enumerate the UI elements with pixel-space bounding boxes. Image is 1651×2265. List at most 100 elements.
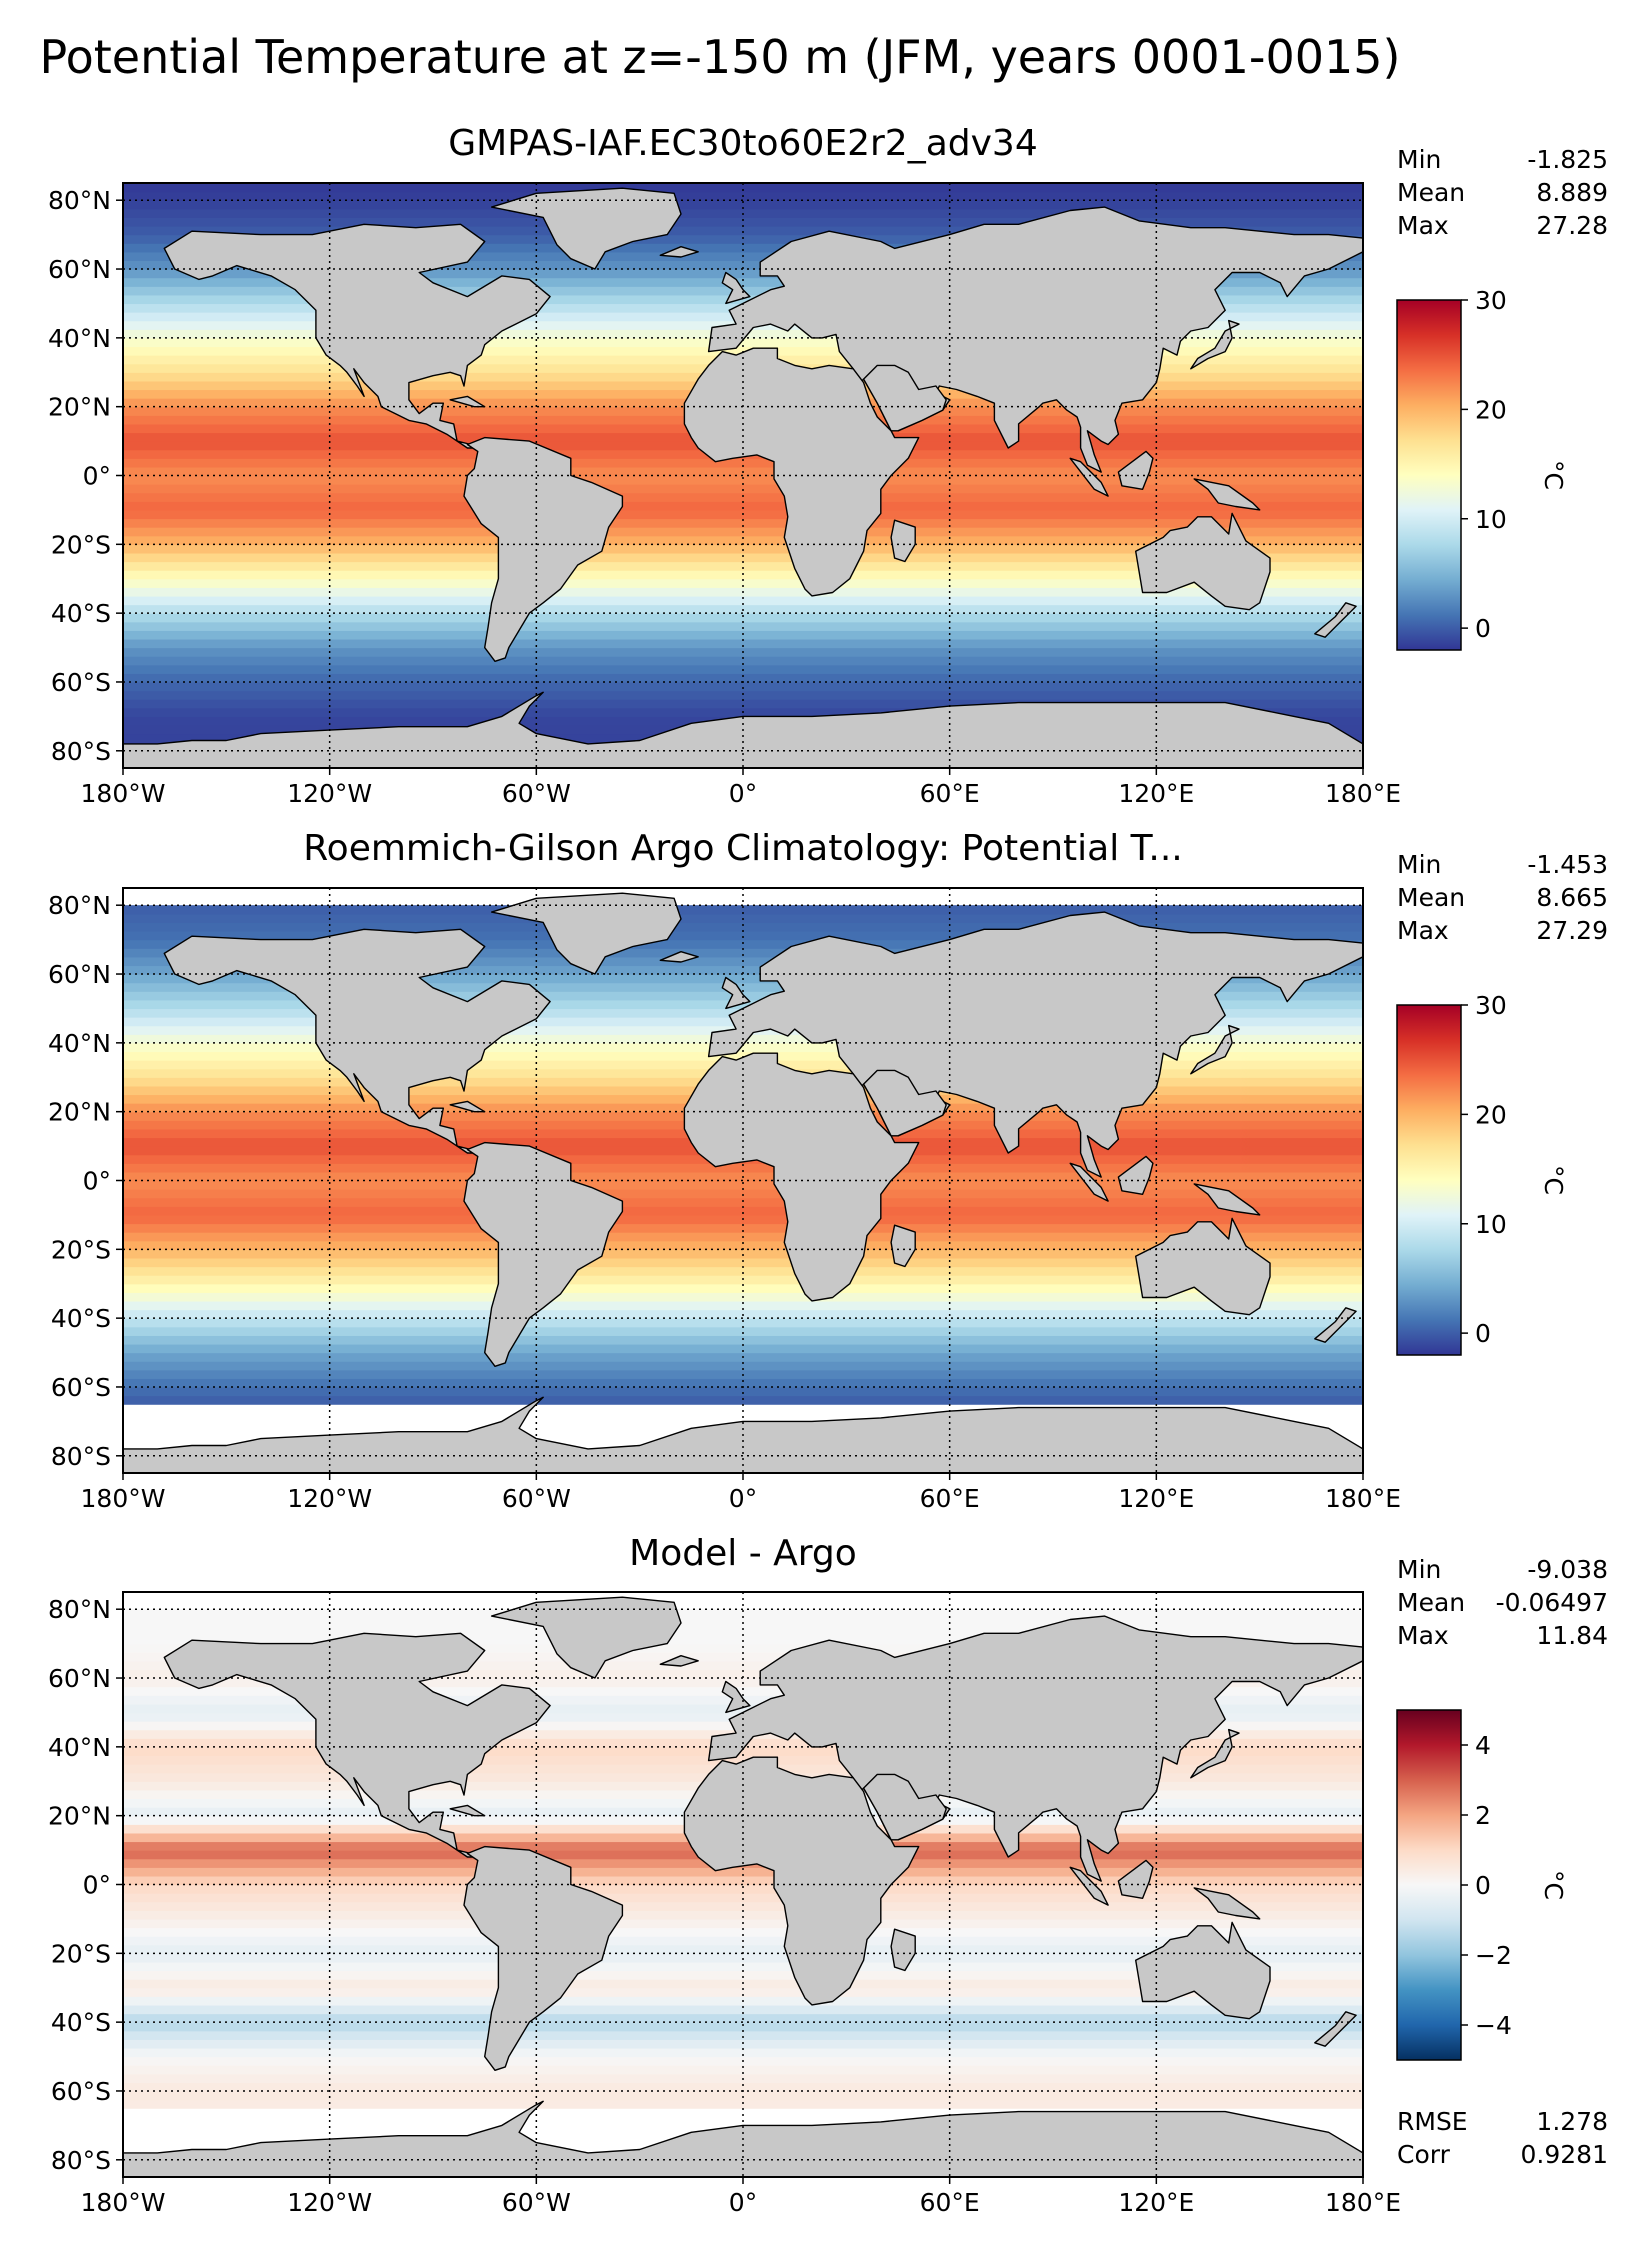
map-panel-3: Model - Argo 180°W 120°W 60°W 0° 60°E 120°E 180… [48, 1533, 1608, 2217]
land-arabia [862, 1773, 947, 1841]
field-band [123, 1257, 1363, 1268]
x-tick-label: 120°E [1118, 1484, 1194, 1513]
field-band [123, 1283, 1363, 1293]
y-tick-label: 40°N [48, 1029, 111, 1058]
field-band [123, 2099, 1363, 2109]
land-new-zealand [1314, 602, 1357, 638]
colorbar-tick-label: 0 [1475, 614, 1491, 643]
land-north-america [163, 1632, 551, 1858]
y-tick-label: 20°S [51, 530, 111, 559]
land-new-guinea [1193, 1887, 1261, 1920]
field-band [123, 1609, 1363, 1619]
y-tick-label: 80°N [48, 1595, 111, 1624]
stat-value: 0.9281 [1521, 2140, 1608, 2169]
stat-value: 27.28 [1536, 211, 1608, 240]
field-band [123, 518, 1363, 528]
field-band [123, 1378, 1363, 1388]
y-tick-label: 20°S [51, 1939, 111, 1968]
y-tick-label: 20°N [48, 1802, 111, 1831]
stat-label: Min [1397, 145, 1441, 174]
field-band [123, 948, 1363, 958]
panel-title: GMPAS-IAF.EC30to60E2r2_adv34 [448, 123, 1037, 164]
field-band [123, 1961, 1363, 1972]
stat-label: Min [1397, 1555, 1441, 1584]
land-australia [1134, 512, 1271, 611]
colorbar-tick-label: 10 [1475, 505, 1507, 534]
x-tick-label: 60°W [502, 779, 571, 808]
field-band [123, 595, 1363, 606]
land-borneo [1117, 1155, 1154, 1196]
land-madagascar [890, 519, 916, 563]
colorbar-tick-label: 20 [1475, 1100, 1507, 1129]
land-madagascar [890, 1928, 916, 1972]
colorbar-unit-label: °C [1539, 1870, 1568, 1900]
field-band [123, 1197, 1363, 1207]
x-tick-label: 0° [729, 1484, 757, 1513]
y-tick-label: 80°N [48, 891, 111, 920]
field-band [123, 492, 1363, 502]
x-tick-label: 180°W [81, 2188, 166, 2217]
y-tick-label: 40°S [51, 599, 111, 628]
field-band [123, 1343, 1363, 1354]
land-greenland [490, 892, 682, 975]
y-tick-label: 40°N [48, 324, 111, 353]
land-greenland [490, 1596, 682, 1679]
land-borneo [1117, 1859, 1154, 1900]
land-sumatra [1069, 1866, 1109, 1906]
x-tick-label: 0° [729, 779, 757, 808]
y-tick-label: 60°N [48, 1664, 111, 1693]
field-band [123, 1746, 1363, 1757]
colorbar-gradient [1396, 299, 1462, 651]
y-tick-label: 0° [83, 1167, 111, 1196]
field-band [123, 1944, 1363, 1954]
y-tick-label: 20°N [48, 393, 111, 422]
x-tick-label: 180°E [1325, 779, 1401, 808]
field-band [123, 234, 1363, 244]
field-band [123, 2090, 1363, 2101]
x-tick-label: 60°E [920, 1484, 980, 1513]
colorbar-unit-label: °C [1539, 1165, 1568, 1195]
land-iceland [659, 1654, 699, 1667]
land-north-america [163, 928, 551, 1154]
land-sumatra [1069, 1162, 1109, 1202]
stat-label: RMSE [1397, 2107, 1468, 2136]
field-band [123, 2030, 1363, 2040]
land-africa [683, 1052, 920, 1302]
land-uk [721, 271, 751, 305]
colorbar-tick-label: −4 [1475, 2011, 1512, 2040]
field-band [123, 1180, 1363, 1190]
y-tick-label: 60°S [51, 2077, 111, 2106]
field-band [123, 1626, 1363, 1636]
y-tick-label: 60°S [51, 1373, 111, 1402]
y-tick-label: 60°N [48, 960, 111, 989]
field-band [123, 501, 1363, 511]
field-band [123, 183, 1363, 193]
stat-label: Max [1397, 916, 1449, 945]
land-south-america [463, 1141, 624, 1368]
map-area [123, 888, 1363, 1473]
field-band [123, 673, 1363, 683]
field-band [123, 458, 1363, 468]
field-band [123, 931, 1363, 941]
stat-label: Min [1397, 850, 1441, 879]
field-band [123, 277, 1363, 287]
land-iceland [659, 245, 699, 258]
land-borneo [1117, 450, 1154, 490]
field-band [123, 1326, 1363, 1336]
field-band [123, 535, 1363, 545]
field-band [123, 690, 1363, 700]
field-band [123, 1686, 1363, 1696]
field-band [123, 1206, 1363, 1216]
land-australia [1134, 1921, 1271, 2020]
panel-title: Model - Argo [629, 1533, 857, 1574]
land-arabia [862, 364, 947, 432]
panel-title: Roemmich-Gilson Argo Climatology: Potent… [303, 828, 1182, 869]
stat-label: Max [1397, 211, 1449, 240]
colorbar-tick-label: −2 [1475, 1941, 1512, 1970]
stat-value: 11.84 [1536, 1621, 1608, 1650]
stat-label: Max [1397, 1621, 1449, 1650]
field-band [123, 243, 1363, 253]
field-band [123, 260, 1363, 270]
field-band [123, 552, 1363, 563]
field-band [123, 337, 1363, 348]
